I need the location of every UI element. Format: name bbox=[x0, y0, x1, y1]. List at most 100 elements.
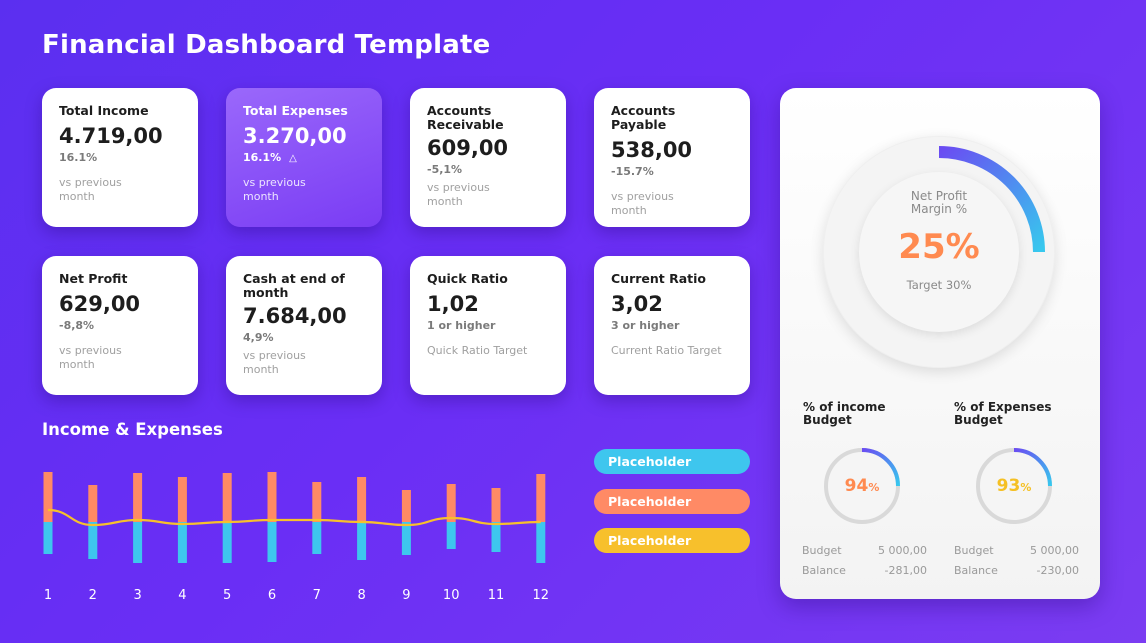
expenses-budget-label: Budget bbox=[954, 544, 994, 557]
expenses-balance-amount: -230,00 bbox=[1036, 564, 1079, 577]
expenses-budget-amount: 5 000,00 bbox=[1030, 544, 1079, 557]
x-tick-label: 5 bbox=[223, 588, 231, 603]
net-profit-label: Net Profit Margin % bbox=[910, 189, 968, 216]
expenses-budget-percent: 93 bbox=[996, 476, 1021, 496]
kpi-card-total-income[interactable]: Total Income 4.719,00 16.1% vs previous … bbox=[42, 88, 198, 227]
expenses-budget-unit: % bbox=[1020, 481, 1032, 494]
x-tick-label: 9 bbox=[402, 588, 410, 603]
x-tick-label: 2 bbox=[89, 588, 97, 603]
bar-series-b bbox=[177, 522, 187, 563]
x-tick-label: 11 bbox=[488, 588, 505, 603]
kpi-sub: Quick Ratio Target bbox=[427, 344, 528, 357]
bar-series-b bbox=[446, 522, 456, 549]
bar-series-a bbox=[43, 472, 53, 522]
x-tick-label: 4 bbox=[178, 588, 186, 603]
kpi-value: 629,00 bbox=[59, 292, 141, 316]
kpi-card-accounts-payable[interactable]: Accounts Payable 538,00 -15.7% vs previo… bbox=[594, 88, 750, 227]
kpi-change: -15.7% bbox=[611, 165, 654, 178]
legend-pill-1[interactable]: Placeholder bbox=[594, 449, 750, 474]
kpi-change: -8,8% bbox=[59, 319, 95, 332]
bar-series-a bbox=[133, 473, 143, 522]
net-profit-gauge-center: Net Profit Margin % 25% Target 30% bbox=[859, 172, 1019, 332]
income-budget-percent: 94 bbox=[844, 476, 869, 496]
kpi-title: Accounts Payable bbox=[611, 103, 676, 132]
bar-series-a bbox=[401, 490, 411, 522]
bar-series-a bbox=[312, 482, 322, 522]
bar-series-a bbox=[536, 474, 546, 522]
bar-series-a bbox=[88, 485, 98, 522]
kpi-sub: vs previous month bbox=[611, 190, 674, 217]
kpi-sub: vs previous month bbox=[59, 176, 122, 203]
kpi-sub: vs previous month bbox=[243, 349, 306, 376]
kpi-title: Total Expenses bbox=[243, 103, 348, 118]
income-budget-unit: % bbox=[868, 481, 880, 494]
kpi-change: -5,1% bbox=[427, 163, 463, 176]
kpi-value: 1,02 bbox=[427, 292, 479, 316]
bar-series-b bbox=[357, 522, 367, 560]
kpi-value: 609,00 bbox=[427, 136, 509, 160]
x-tick-label: 3 bbox=[133, 588, 141, 603]
x-tick-label: 6 bbox=[268, 588, 276, 603]
income-expenses-title: Income & Expenses bbox=[42, 420, 223, 439]
net-profit-target: Target 30% bbox=[906, 278, 972, 292]
kpi-card-current-ratio[interactable]: Current Ratio 3,02 3 or higher Current R… bbox=[594, 256, 750, 395]
margin-budget-panel: Net Profit Margin % 25% Target 30% % of … bbox=[780, 88, 1100, 599]
income-expenses-chart: 1 2 3 4 5 6 7 8 9 10 11 12 bbox=[43, 472, 550, 603]
expenses-budget-value: 93% bbox=[974, 476, 1054, 498]
kpi-change: 16.1% bbox=[59, 151, 98, 164]
kpi-title: Quick Ratio bbox=[427, 271, 508, 286]
bar-series-b bbox=[401, 522, 411, 555]
kpi-card-quick-ratio[interactable]: Quick Ratio 1,02 1 or higher Quick Ratio… bbox=[410, 256, 566, 395]
x-tick-label: 10 bbox=[443, 588, 460, 603]
kpi-value: 538,00 bbox=[611, 138, 693, 162]
bar-series-b bbox=[491, 522, 501, 552]
income-budget-amount: 5 000,00 bbox=[878, 544, 927, 557]
x-tick-label: 8 bbox=[357, 588, 365, 603]
kpi-value: 3.270,00 bbox=[243, 124, 347, 148]
kpi-card-total-expenses[interactable]: Total Expenses 3.270,00 16.1% △ vs previo… bbox=[226, 88, 382, 227]
gauge-arc bbox=[1013, 448, 1052, 487]
net-profit-arc bbox=[938, 146, 1045, 253]
income-balance-label: Balance bbox=[802, 564, 846, 577]
income-balance-amount: -281,00 bbox=[884, 564, 927, 577]
legend-pill-3[interactable]: Placeholder bbox=[594, 528, 750, 553]
expenses-budget-title: % of Expenses Budget bbox=[954, 400, 1052, 427]
bar-series-a bbox=[267, 472, 277, 522]
expenses-budget-gauge bbox=[976, 448, 1052, 524]
kpi-sub: vs previous month bbox=[427, 181, 490, 208]
bar-series-a bbox=[357, 477, 367, 522]
kpi-card-cash-end-of-month[interactable]: Cash at end of month 7.684,00 4,9% vs pr… bbox=[226, 256, 382, 395]
bar-series-a bbox=[222, 473, 232, 522]
kpi-target: 3 or higher bbox=[611, 319, 680, 332]
bar-series-a bbox=[177, 477, 187, 522]
income-budget-title: % of income Budget bbox=[803, 400, 886, 427]
income-budget-value: 94% bbox=[822, 476, 902, 498]
bar-series-b bbox=[267, 522, 277, 562]
income-budget-gauge bbox=[824, 448, 900, 524]
net-profit-value: 25% bbox=[898, 227, 980, 267]
kpi-sub: vs previous month bbox=[59, 344, 122, 371]
x-tick-label: 12 bbox=[533, 588, 550, 603]
legend-pill-2[interactable]: Placeholder bbox=[594, 489, 750, 514]
x-tick-label: 1 bbox=[44, 588, 52, 603]
kpi-title: Cash at end of month bbox=[243, 271, 345, 300]
kpi-card-net-profit[interactable]: Net Profit 629,00 -8,8% vs previous mont… bbox=[42, 256, 198, 395]
kpi-value: 4.719,00 bbox=[59, 124, 163, 148]
bar-series-b bbox=[536, 522, 546, 563]
expenses-balance-label: Balance bbox=[954, 564, 998, 577]
kpi-sub: Current Ratio Target bbox=[611, 344, 722, 357]
kpi-change-row: 16.1% △ bbox=[243, 151, 366, 164]
kpi-sub: vs previous month bbox=[243, 176, 306, 203]
page-title: Financial Dashboard Template bbox=[42, 30, 491, 60]
kpi-card-accounts-receivable[interactable]: Accounts Receivable 609,00 -5,1% vs prev… bbox=[410, 88, 566, 227]
bar-series-b bbox=[88, 522, 98, 559]
bar-series-b bbox=[222, 522, 232, 563]
bar-series-b bbox=[43, 522, 53, 554]
bar-series-b bbox=[312, 522, 322, 554]
triangle-up-icon: △ bbox=[289, 153, 297, 164]
series-c-line bbox=[47, 508, 541, 527]
kpi-change: 16.1% bbox=[243, 151, 282, 164]
bar-series-a bbox=[446, 484, 456, 522]
bar-series-b bbox=[133, 522, 143, 563]
net-profit-gauge bbox=[938, 146, 1045, 253]
